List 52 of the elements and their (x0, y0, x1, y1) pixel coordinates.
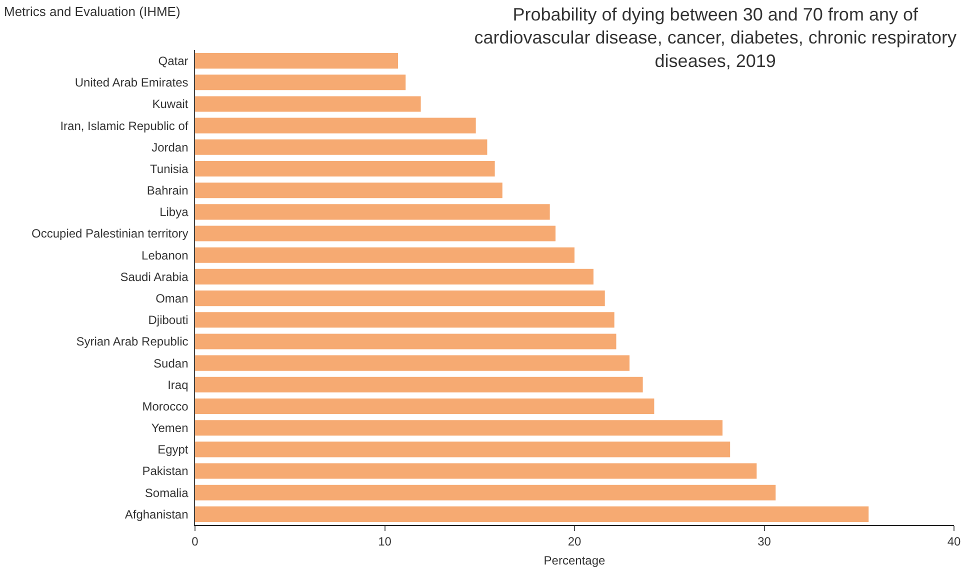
x-tick-label: 30 (758, 534, 772, 548)
y-tick-label: United Arab Emirates (74, 76, 192, 90)
bar (195, 442, 730, 458)
bar (195, 247, 574, 263)
bar (195, 160, 495, 177)
y-tick-label: Qatar (158, 54, 192, 68)
bar (195, 268, 594, 284)
bar (195, 376, 643, 392)
y-tick-label: Saudi Arabia (120, 270, 192, 284)
x-tick-label: 0 (192, 534, 199, 548)
y-tick-label: Iraq (168, 378, 192, 392)
text: Metrics and Evaluation (IHME) (4, 4, 180, 19)
x-tick-label: 40 (947, 534, 961, 548)
y-tick-label: Iran, Islamic Republic of (60, 118, 192, 133)
bar (195, 53, 398, 69)
bar (195, 96, 421, 112)
x-axis-title: Percentage (544, 553, 606, 568)
bar (195, 355, 630, 371)
bar (195, 506, 869, 522)
y-tick-label: Afghanistan (124, 507, 192, 522)
chart-title: Probability of dying between 30 and 70 from any of cardiovascular disease, cancer, diabetes, chronic respiratory diseases, 2019 (474, 4, 956, 72)
y-tick-label: Djibouti (148, 313, 192, 328)
y-tick-label: Tunisia (150, 162, 192, 176)
bar (195, 398, 654, 414)
y-tick-label: Jordan (152, 140, 192, 154)
bar (195, 463, 757, 479)
x-tick-label: 10 (378, 534, 392, 548)
y-tick-label: Morocco (142, 399, 192, 414)
y-tick-label: Egypt (158, 442, 192, 457)
bar (195, 334, 616, 350)
bar (195, 484, 776, 500)
y-tick-label: Lebanon (142, 248, 192, 262)
y-tick-label: Syrian Arab Republic (76, 334, 192, 349)
bar (195, 74, 406, 90)
y-tick-label: Libya (160, 205, 192, 220)
y-tick-label: Somalia (144, 486, 192, 500)
bar (195, 182, 502, 198)
y-tick-label: Occupied Palestinian territory (32, 226, 192, 241)
y-tick-label: Sudan (154, 356, 192, 370)
bar (195, 290, 605, 306)
bar (195, 226, 556, 242)
bar (195, 118, 476, 134)
y-tick-label: Pakistan (142, 464, 192, 478)
x-tick-label: 20 (568, 534, 582, 548)
bar (195, 204, 550, 220)
bar (195, 312, 614, 328)
y-tick-label: Bahrain (146, 184, 192, 198)
bar (195, 139, 488, 155)
y-tick-label: Kuwait (152, 97, 192, 112)
y-tick-label: Oman (156, 292, 192, 306)
bar (195, 420, 723, 436)
y-tick-label: Yemen (151, 421, 192, 436)
